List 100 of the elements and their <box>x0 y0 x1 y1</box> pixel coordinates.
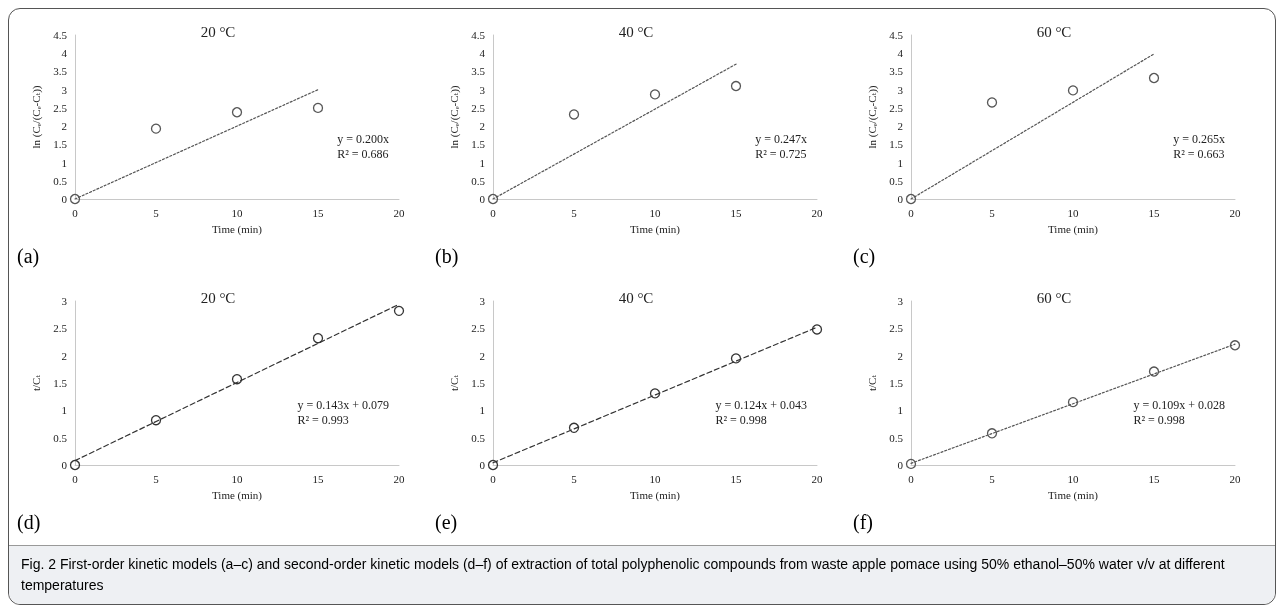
y-axis-title: ln (Cₑ/(Cₑ-Cₜ)) <box>865 85 879 149</box>
x-tick-label: 15 <box>1148 472 1160 485</box>
y-tick-label: 1.5 <box>471 138 486 151</box>
x-tick-label: 5 <box>571 472 578 485</box>
text: (e) <box>434 510 459 535</box>
y-tick-label: 1 <box>61 404 67 417</box>
x-tick-label: 20 <box>811 472 823 485</box>
x-tick-label: 15 <box>312 206 324 219</box>
y-tick-label: 2.5 <box>471 322 486 335</box>
x-tick-label: 5 <box>571 206 578 219</box>
x-tick-label: 10 <box>1067 472 1079 485</box>
point <box>487 459 499 471</box>
chart-title: 40 °C <box>618 289 654 306</box>
y-tick-label: 3 <box>479 83 486 96</box>
x-tick-label: 10 <box>231 472 243 485</box>
y-tick-label: 2.5 <box>53 322 68 335</box>
y-tick-label: 0 <box>61 459 68 471</box>
x-tick-label: 5 <box>153 472 160 485</box>
y-tick-label: 1 <box>897 404 903 417</box>
chart-title: 20 °C <box>200 289 236 306</box>
annotation: y = 0.109x + 0.028 R² = 0.998 <box>1133 397 1226 427</box>
y-tick-label: 0.5 <box>889 431 904 444</box>
point <box>69 193 81 205</box>
y-tick-label: 2 <box>479 120 485 133</box>
y-tick-label: 1 <box>479 404 485 417</box>
y-tick-label: 1.5 <box>889 377 904 389</box>
y-tick-label: 3 <box>479 295 486 307</box>
point <box>150 123 162 134</box>
y-tick-label: 1 <box>61 156 67 169</box>
x-tick-label: 5 <box>153 206 160 219</box>
point <box>811 324 823 335</box>
x-axis-title: Time (min) <box>211 488 263 502</box>
chart-title: 60 °C <box>1036 23 1072 40</box>
y-tick-label: 3 <box>61 295 68 307</box>
x-tick-label: 15 <box>312 472 324 485</box>
x-tick-label: 5 <box>989 472 996 485</box>
y-tick-label: 0 <box>897 459 904 471</box>
x-tick-label: 10 <box>1067 206 1079 219</box>
y-tick-label: 4.5 <box>471 29 486 41</box>
x-tick-label: 15 <box>730 206 742 219</box>
y-tick-label: 3.5 <box>889 65 904 78</box>
y-tick-label: 3 <box>897 295 904 307</box>
text: (c) <box>852 244 877 269</box>
x-axis-title: Time (min) <box>1047 488 1099 502</box>
y-tick-label: 3 <box>897 83 904 96</box>
point <box>1148 72 1160 84</box>
x-tick-label: 10 <box>649 472 661 485</box>
point <box>568 422 580 433</box>
y-tick-label: 2 <box>61 349 67 362</box>
point <box>568 109 580 120</box>
point <box>905 458 917 470</box>
point <box>69 459 81 471</box>
x-axis-title: Time (min) <box>1047 222 1099 236</box>
y-tick-label: 2.5 <box>889 322 904 335</box>
y-tick-label: 2.5 <box>53 101 68 114</box>
y-tick-label: 1.5 <box>53 138 68 151</box>
x-tick-label: 10 <box>649 206 661 219</box>
x-tick-label: 15 <box>1148 206 1160 219</box>
x-tick-label: 0 <box>490 206 497 219</box>
x-tick-label: 0 <box>908 206 915 219</box>
text: (d) <box>16 510 42 535</box>
point <box>730 80 742 92</box>
x-tick-label: 20 <box>1229 206 1241 219</box>
y-tick-label: 4.5 <box>889 29 904 41</box>
y-tick-label: 4 <box>61 47 68 60</box>
y-tick-label: 3.5 <box>471 65 486 78</box>
y-tick-label: 2 <box>61 120 67 133</box>
point <box>150 415 162 426</box>
y-axis-title: t/Cₜ <box>447 374 460 392</box>
chart-title: 40 °C <box>618 23 654 40</box>
annotation: y = 0.124x + 0.043 R² = 0.998 <box>715 397 808 427</box>
y-tick-label: 2 <box>897 349 903 362</box>
point <box>1229 340 1241 351</box>
chart-title: 20 °C <box>200 23 236 40</box>
y-tick-label: 4.5 <box>53 29 68 41</box>
y-tick-label: 1.5 <box>53 377 68 389</box>
y-tick-label: 0.5 <box>471 174 486 187</box>
point <box>1148 366 1160 377</box>
x-tick-label: 0 <box>908 472 915 485</box>
text: (f) <box>852 510 874 535</box>
y-axis-title: t/Cₜ <box>865 374 878 392</box>
point <box>312 333 324 344</box>
x-tick-label: 0 <box>72 472 79 485</box>
point <box>986 97 998 108</box>
x-tick-label: 0 <box>72 206 79 219</box>
y-axis-title: t/Cₜ <box>29 374 42 392</box>
y-tick-label: 2 <box>897 120 903 133</box>
point <box>1067 396 1079 408</box>
y-tick-label: 0.5 <box>53 431 68 444</box>
annotation: y = 0.265x R² = 0.663 <box>1173 131 1226 161</box>
point <box>905 193 917 205</box>
y-tick-label: 2.5 <box>471 101 486 114</box>
y-tick-label: 1.5 <box>471 377 486 389</box>
annotation: y = 0.247x R² = 0.725 <box>755 131 808 161</box>
point <box>231 374 243 385</box>
y-tick-label: 3 <box>61 83 68 96</box>
y-tick-label: 0 <box>61 193 68 205</box>
x-tick-label: 20 <box>393 206 405 219</box>
y-tick-label: 3.5 <box>53 65 68 78</box>
point <box>730 353 742 364</box>
